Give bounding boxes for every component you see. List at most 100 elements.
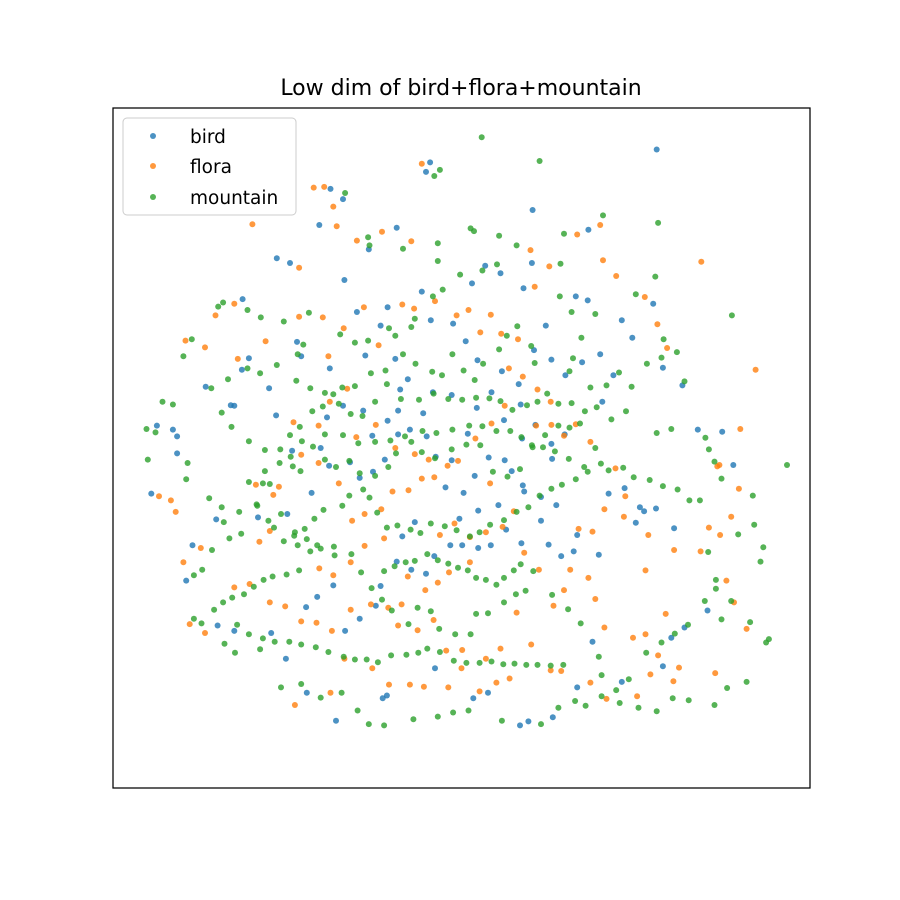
point-mountain bbox=[465, 707, 472, 714]
point-bird bbox=[508, 468, 515, 475]
point-mountain bbox=[410, 716, 417, 723]
point-flora bbox=[458, 665, 465, 672]
point-flora bbox=[505, 365, 512, 372]
point-flora bbox=[705, 524, 712, 531]
point-bird bbox=[462, 338, 469, 345]
point-mountain bbox=[434, 557, 441, 564]
point-bird bbox=[459, 542, 466, 549]
point-mountain bbox=[653, 430, 660, 436]
point-flora bbox=[347, 606, 354, 613]
point-bird bbox=[431, 553, 438, 560]
point-mountain bbox=[431, 173, 438, 179]
point-bird bbox=[420, 410, 427, 417]
point-mountain bbox=[298, 681, 305, 687]
point-flora bbox=[234, 355, 241, 362]
point-flora bbox=[333, 223, 340, 230]
point-flora bbox=[613, 273, 620, 279]
point-mountain bbox=[449, 426, 456, 433]
point-mountain bbox=[452, 631, 459, 638]
point-mountain bbox=[351, 383, 358, 390]
point-mountain bbox=[273, 362, 280, 368]
point-flora bbox=[249, 221, 256, 228]
point-bird bbox=[153, 422, 160, 429]
point-mountain bbox=[659, 483, 666, 490]
point-mountain bbox=[346, 457, 353, 464]
point-mountain bbox=[489, 468, 496, 475]
point-mountain bbox=[261, 468, 268, 475]
point-mountain bbox=[143, 426, 150, 432]
point-mountain bbox=[301, 525, 308, 532]
point-bird bbox=[498, 368, 505, 375]
point-mountain bbox=[280, 538, 287, 545]
point-flora bbox=[654, 321, 661, 328]
point-flora bbox=[395, 622, 402, 629]
point-mountain bbox=[534, 661, 541, 668]
point-mountain bbox=[471, 377, 478, 383]
point-mountain bbox=[509, 406, 516, 413]
point-mountain bbox=[473, 394, 480, 401]
point-flora bbox=[330, 572, 337, 579]
point-bird bbox=[282, 655, 289, 662]
point-bird bbox=[475, 507, 482, 514]
point-mountain bbox=[317, 694, 324, 701]
point-mountain bbox=[397, 396, 404, 402]
point-mountain bbox=[587, 384, 594, 391]
point-mountain bbox=[473, 610, 480, 617]
point-bird bbox=[432, 665, 438, 672]
point-bird bbox=[650, 300, 657, 307]
point-bird bbox=[589, 638, 596, 645]
point-mountain bbox=[572, 698, 579, 704]
point-flora bbox=[603, 695, 610, 702]
point-mountain bbox=[643, 360, 650, 367]
point-mountain bbox=[286, 638, 293, 645]
point-mountain bbox=[220, 519, 227, 526]
point-flora bbox=[548, 421, 555, 428]
point-bird bbox=[668, 634, 675, 641]
point-mountain bbox=[244, 307, 251, 313]
point-mountain bbox=[757, 558, 764, 565]
point-flora bbox=[501, 402, 508, 409]
point-mountain bbox=[466, 422, 473, 429]
point-flora bbox=[315, 422, 322, 429]
point-bird bbox=[324, 414, 330, 421]
point-mountain bbox=[436, 166, 443, 173]
point-mountain bbox=[671, 630, 678, 637]
point-flora bbox=[296, 264, 303, 271]
point-flora bbox=[327, 689, 334, 696]
point-flora bbox=[340, 325, 347, 332]
point-flora bbox=[443, 647, 450, 654]
point-flora bbox=[231, 300, 238, 307]
point-mountain bbox=[180, 353, 187, 360]
point-mountain bbox=[500, 661, 507, 668]
point-bird bbox=[384, 304, 391, 311]
point-mountain bbox=[528, 343, 535, 349]
point-mountain bbox=[760, 544, 767, 551]
point-flora bbox=[353, 237, 360, 244]
legend-label-bird: bird bbox=[190, 127, 226, 148]
point-mountain bbox=[628, 383, 635, 390]
point-mountain bbox=[476, 659, 483, 666]
point-mountain bbox=[408, 438, 415, 445]
point-mountain bbox=[496, 346, 503, 353]
point-bird bbox=[227, 402, 234, 409]
point-flora bbox=[728, 513, 735, 520]
point-flora bbox=[546, 263, 553, 270]
point-flora bbox=[404, 573, 411, 580]
point-flora bbox=[172, 508, 179, 515]
point-mountain bbox=[307, 385, 314, 392]
point-bird bbox=[377, 583, 384, 589]
point-mountain bbox=[427, 520, 434, 527]
point-mountain bbox=[749, 492, 756, 499]
point-flora bbox=[445, 684, 452, 691]
point-mountain bbox=[209, 547, 215, 553]
point-mountain bbox=[403, 651, 410, 658]
point-mountain bbox=[463, 441, 470, 448]
point-bird bbox=[641, 508, 648, 515]
point-mountain bbox=[218, 409, 225, 416]
point-flora bbox=[212, 312, 219, 319]
point-mountain bbox=[365, 234, 372, 241]
point-flora bbox=[315, 460, 322, 466]
point-mountain bbox=[747, 619, 754, 626]
point-mountain bbox=[635, 704, 642, 711]
point-bird bbox=[473, 404, 480, 411]
